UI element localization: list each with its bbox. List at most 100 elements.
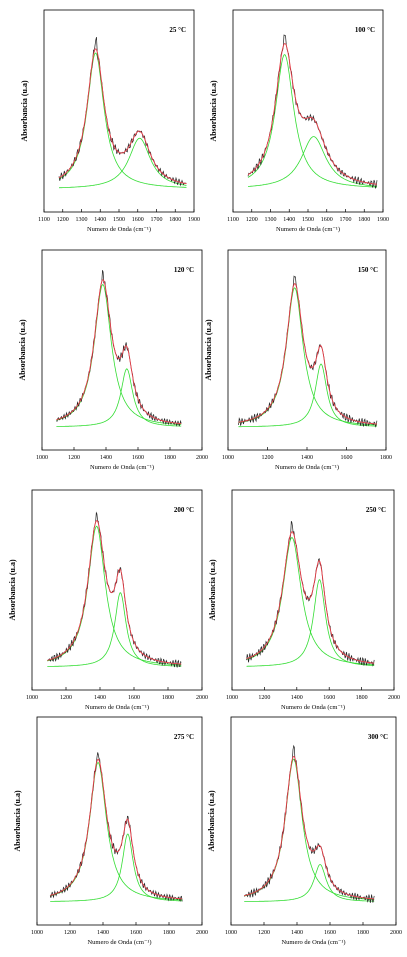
fitted-sum-curve <box>238 282 377 425</box>
x-tick-label: 1800 <box>163 930 175 936</box>
component-peak-curve <box>247 54 377 188</box>
component-peak-curve <box>47 525 182 666</box>
x-tick-label: 1800 <box>358 217 370 223</box>
x-tick-label: 2000 <box>390 930 402 936</box>
fitted-sum-curve <box>246 531 375 664</box>
x-tick-label: 1100 <box>227 217 239 223</box>
x-tick-label: 1200 <box>262 455 274 461</box>
component-peak-curve <box>47 592 182 667</box>
component-peak-curve <box>58 137 187 189</box>
chart-panel: 1000 1200 1400 1600 1800 Numero de Onda (cm⁻¹… <box>204 249 392 471</box>
y-axis-label: Absorbancia (u.a) <box>208 559 217 621</box>
x-tick-label: 1300 <box>76 217 88 223</box>
plot-frame <box>230 716 397 926</box>
x-axis-label: Numero de Onda (cm⁻¹) <box>85 704 149 711</box>
measured-spectrum-curve <box>243 744 375 903</box>
chart-panel: 1100 1200 1300 1400 1500 1600 1700 1800 1900 Nume… <box>20 9 200 233</box>
x-tick-label: 1200 <box>68 455 80 461</box>
x-tick-label: 1800 <box>356 695 368 701</box>
x-tick-label: 1500 <box>302 217 314 223</box>
temperature-label: 275 °C <box>174 733 194 741</box>
x-tick-label: 1600 <box>128 695 140 701</box>
x-tick-label: 1000 <box>222 455 234 461</box>
fitted-sum-curve <box>50 758 183 900</box>
x-tick-label: 1400 <box>100 455 112 461</box>
plot-frame <box>231 489 395 691</box>
x-tick-label: 1600 <box>132 217 144 223</box>
x-axis-label: Numero de Onda (cm⁻¹) <box>87 226 151 233</box>
component-peak-curve <box>244 864 375 902</box>
temperature-label: 100 °C <box>355 26 375 34</box>
x-tick-label: 1800 <box>169 217 181 223</box>
x-tick-label: 1600 <box>132 455 144 461</box>
x-axis-label: Numero de Onda (cm⁻¹) <box>90 464 154 471</box>
plot-frame <box>31 489 203 691</box>
x-tick-label: 1700 <box>151 217 163 223</box>
x-tick-label: 1600 <box>324 930 336 936</box>
x-tick-label: 1800 <box>380 455 392 461</box>
temperature-label: 150 °C <box>358 266 378 274</box>
measured-spectrum-curve <box>247 34 378 189</box>
fitted-sum-curve <box>247 42 378 185</box>
x-tick-label: 1300 <box>265 217 277 223</box>
component-peak-curve <box>50 762 183 901</box>
x-tick-label: 1800 <box>164 455 176 461</box>
x-tick-label: 1400 <box>301 455 313 461</box>
fitted-sum-curve <box>56 279 182 425</box>
x-tick-label: 1200 <box>258 695 270 701</box>
x-tick-label: 2000 <box>196 455 208 461</box>
y-axis-label: Absorbancia (u.a) <box>204 319 213 381</box>
measured-spectrum-curve <box>49 752 183 902</box>
y-axis-label: Absorbancia (u.a) <box>209 80 218 142</box>
component-peak-curve <box>56 284 182 426</box>
x-tick-label: 1200 <box>246 217 258 223</box>
temperature-label: 250 °C <box>366 506 386 514</box>
component-peak-curve <box>58 52 187 188</box>
x-tick-label: 1000 <box>36 455 48 461</box>
y-axis-label: Absorbancia (u.a) <box>20 80 29 142</box>
temperature-label: 120 °C <box>174 266 194 274</box>
x-tick-label: 1700 <box>340 217 352 223</box>
x-tick-label: 1100 <box>38 217 50 223</box>
x-tick-label: 1000 <box>226 695 238 701</box>
x-tick-label: 1400 <box>291 695 303 701</box>
x-tick-label: 2000 <box>196 695 208 701</box>
component-peak-curve <box>238 363 377 428</box>
x-tick-label: 1600 <box>321 217 333 223</box>
fitted-sum-curve <box>47 520 182 665</box>
chart-panel: 1100 1200 1300 1400 1500 1600 1700 1800 1900 Nume… <box>209 9 389 233</box>
x-tick-label: 1800 <box>357 930 369 936</box>
x-tick-label: 1600 <box>323 695 335 701</box>
x-axis-label: Numero de Onda (cm⁻¹) <box>281 939 345 946</box>
x-tick-label: 1000 <box>26 695 38 701</box>
plot-frame <box>36 716 203 926</box>
y-axis-label: Absorbancia (u.a) <box>8 559 17 621</box>
chart-panel: 1000 1200 1400 1600 1800 2000 Numero de Onda (… <box>208 489 400 711</box>
component-peak-curve <box>244 758 375 900</box>
y-axis-label: Absorbancia (u.a) <box>13 790 22 852</box>
temperature-label: 25 °C <box>169 26 186 34</box>
measured-spectrum-curve <box>56 270 182 427</box>
x-tick-label: 1000 <box>31 930 43 936</box>
x-tick-label: 1400 <box>97 930 109 936</box>
fitted-sum-curve <box>244 755 375 900</box>
x-tick-label: 1500 <box>113 217 125 223</box>
x-tick-label: 2000 <box>388 695 400 701</box>
temperature-label: 200 °C <box>174 506 194 514</box>
x-tick-label: 1400 <box>283 217 295 223</box>
x-tick-label: 1900 <box>377 217 389 223</box>
temperature-label: 300 °C <box>368 733 388 741</box>
x-tick-label: 1000 <box>225 930 237 936</box>
x-tick-label: 1400 <box>291 930 303 936</box>
component-peak-curve <box>247 136 378 187</box>
chart-panel: 1000 1200 1400 1600 1800 2000 Numero de Onda (… <box>207 716 402 946</box>
chart-panel: 1000 1200 1400 1600 1800 2000 Numero de Onda (… <box>18 249 208 471</box>
x-tick-label: 1200 <box>258 930 270 936</box>
x-tick-label: 1900 <box>188 217 200 223</box>
x-tick-label: 1600 <box>130 930 142 936</box>
x-tick-label: 1600 <box>341 455 353 461</box>
x-tick-label: 1400 <box>94 217 106 223</box>
plot-frame <box>41 249 203 451</box>
fitted-sum-curve <box>58 48 187 185</box>
